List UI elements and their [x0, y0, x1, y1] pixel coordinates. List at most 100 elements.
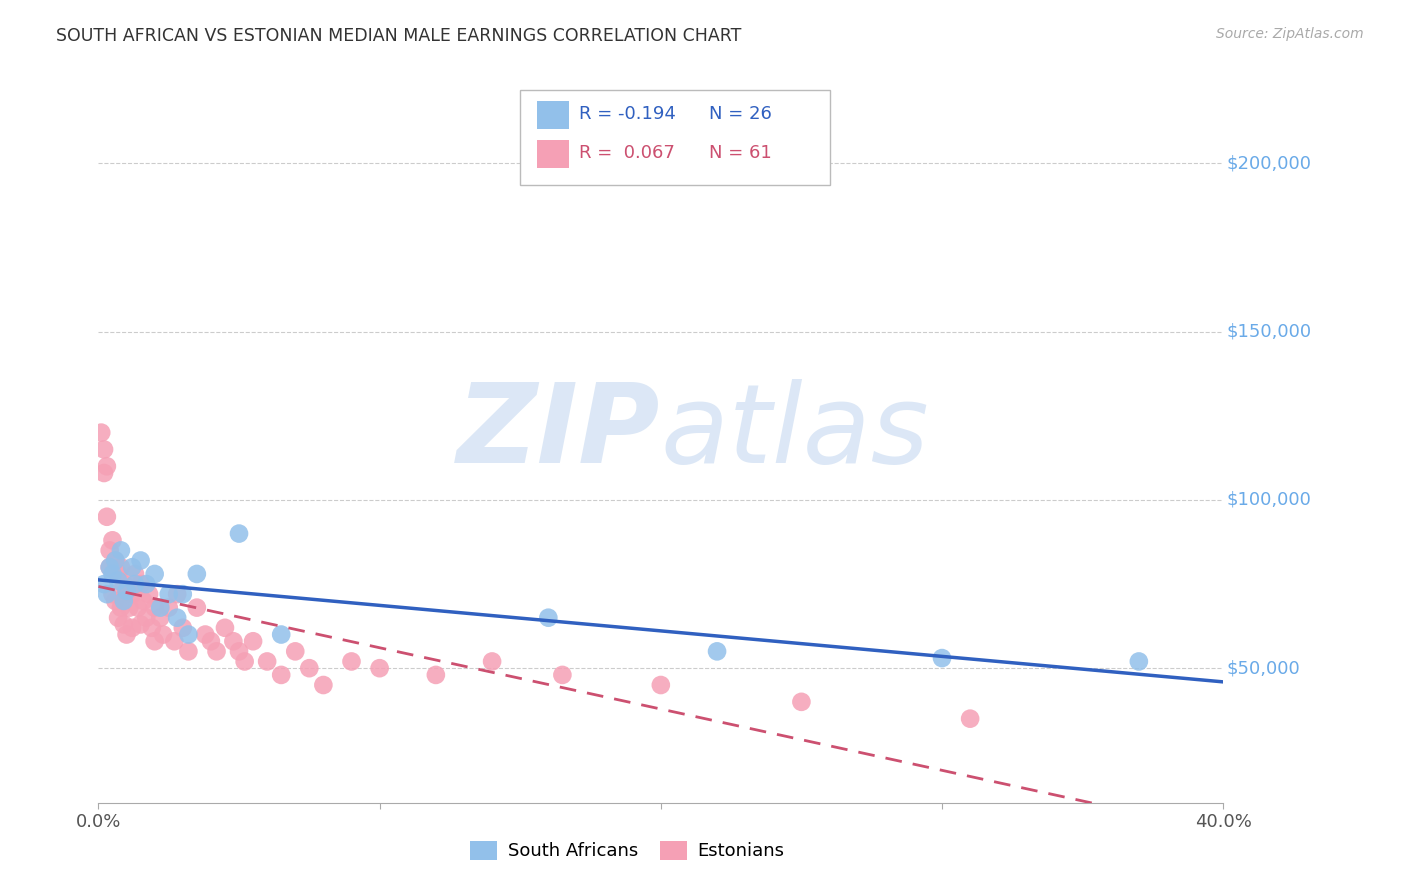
Point — [1128, 655, 1150, 669]
Point — [104, 553, 127, 567]
Point — [368, 661, 391, 675]
Point — [115, 587, 138, 601]
Legend: South Africans, Estonians: South Africans, Estonians — [470, 841, 785, 861]
Point — [790, 695, 813, 709]
Point — [340, 655, 363, 669]
Point — [284, 644, 307, 658]
Point — [256, 655, 278, 669]
Point — [270, 627, 292, 641]
Point — [186, 600, 208, 615]
Point — [98, 543, 121, 558]
Point — [104, 594, 127, 608]
Point — [121, 587, 143, 601]
FancyBboxPatch shape — [537, 101, 568, 129]
Point — [107, 574, 129, 588]
Point — [959, 712, 981, 726]
Point — [228, 526, 250, 541]
Point — [205, 644, 228, 658]
Point — [112, 577, 135, 591]
Point — [537, 610, 560, 624]
Point — [425, 668, 447, 682]
Point — [112, 594, 135, 608]
Point — [270, 668, 292, 682]
Point — [551, 668, 574, 682]
Point — [152, 627, 174, 641]
Point — [157, 600, 180, 615]
Point — [110, 560, 132, 574]
Point — [115, 583, 138, 598]
Point — [298, 661, 321, 675]
Point — [110, 543, 132, 558]
Point — [194, 627, 217, 641]
Text: R = -0.194: R = -0.194 — [579, 104, 676, 122]
Point — [101, 587, 124, 601]
Text: N = 26: N = 26 — [709, 104, 772, 122]
Point — [214, 621, 236, 635]
Point — [177, 644, 200, 658]
Point — [96, 459, 118, 474]
Point — [242, 634, 264, 648]
Text: R =  0.067: R = 0.067 — [579, 144, 675, 161]
Text: $100,000: $100,000 — [1226, 491, 1312, 509]
Text: $200,000: $200,000 — [1226, 154, 1312, 172]
Point — [143, 634, 166, 648]
Point — [177, 627, 200, 641]
Point — [132, 594, 155, 608]
Point — [107, 566, 129, 581]
Point — [121, 621, 143, 635]
Text: N = 61: N = 61 — [709, 144, 772, 161]
Point — [93, 466, 115, 480]
Point — [228, 644, 250, 658]
Point — [143, 600, 166, 615]
Point — [124, 566, 146, 581]
Point — [127, 600, 149, 615]
Point — [650, 678, 672, 692]
Point — [98, 560, 121, 574]
Point — [481, 655, 503, 669]
Point — [186, 566, 208, 581]
Point — [101, 533, 124, 548]
Point — [149, 600, 172, 615]
Point — [118, 600, 141, 615]
Point — [233, 655, 256, 669]
Point — [96, 509, 118, 524]
Point — [149, 610, 172, 624]
Point — [90, 425, 112, 440]
Point — [98, 560, 121, 574]
FancyBboxPatch shape — [520, 90, 830, 185]
Point — [931, 651, 953, 665]
Point — [101, 566, 124, 581]
Point — [143, 566, 166, 581]
Point — [312, 678, 335, 692]
Point — [172, 587, 194, 601]
Point — [93, 442, 115, 457]
Point — [96, 587, 118, 601]
Point — [706, 644, 728, 658]
Text: ZIP: ZIP — [457, 379, 661, 486]
Point — [222, 634, 245, 648]
Point — [135, 577, 157, 591]
Point — [172, 621, 194, 635]
Point — [110, 600, 132, 615]
Point — [129, 577, 152, 591]
Point — [200, 634, 222, 648]
Point — [93, 577, 115, 591]
Point — [124, 577, 146, 591]
FancyBboxPatch shape — [537, 140, 568, 169]
Point — [115, 627, 138, 641]
Text: Source: ZipAtlas.com: Source: ZipAtlas.com — [1216, 27, 1364, 41]
Point — [135, 610, 157, 624]
Point — [107, 610, 129, 624]
Point — [166, 587, 188, 601]
Point — [163, 634, 186, 648]
Point — [166, 610, 188, 624]
Point — [104, 553, 127, 567]
Text: atlas: atlas — [661, 379, 929, 486]
Point — [138, 587, 160, 601]
Point — [157, 587, 180, 601]
Text: SOUTH AFRICAN VS ESTONIAN MEDIAN MALE EARNINGS CORRELATION CHART: SOUTH AFRICAN VS ESTONIAN MEDIAN MALE EA… — [56, 27, 741, 45]
Point — [112, 617, 135, 632]
Point — [129, 553, 152, 567]
Text: $50,000: $50,000 — [1226, 659, 1301, 677]
Point — [129, 617, 152, 632]
